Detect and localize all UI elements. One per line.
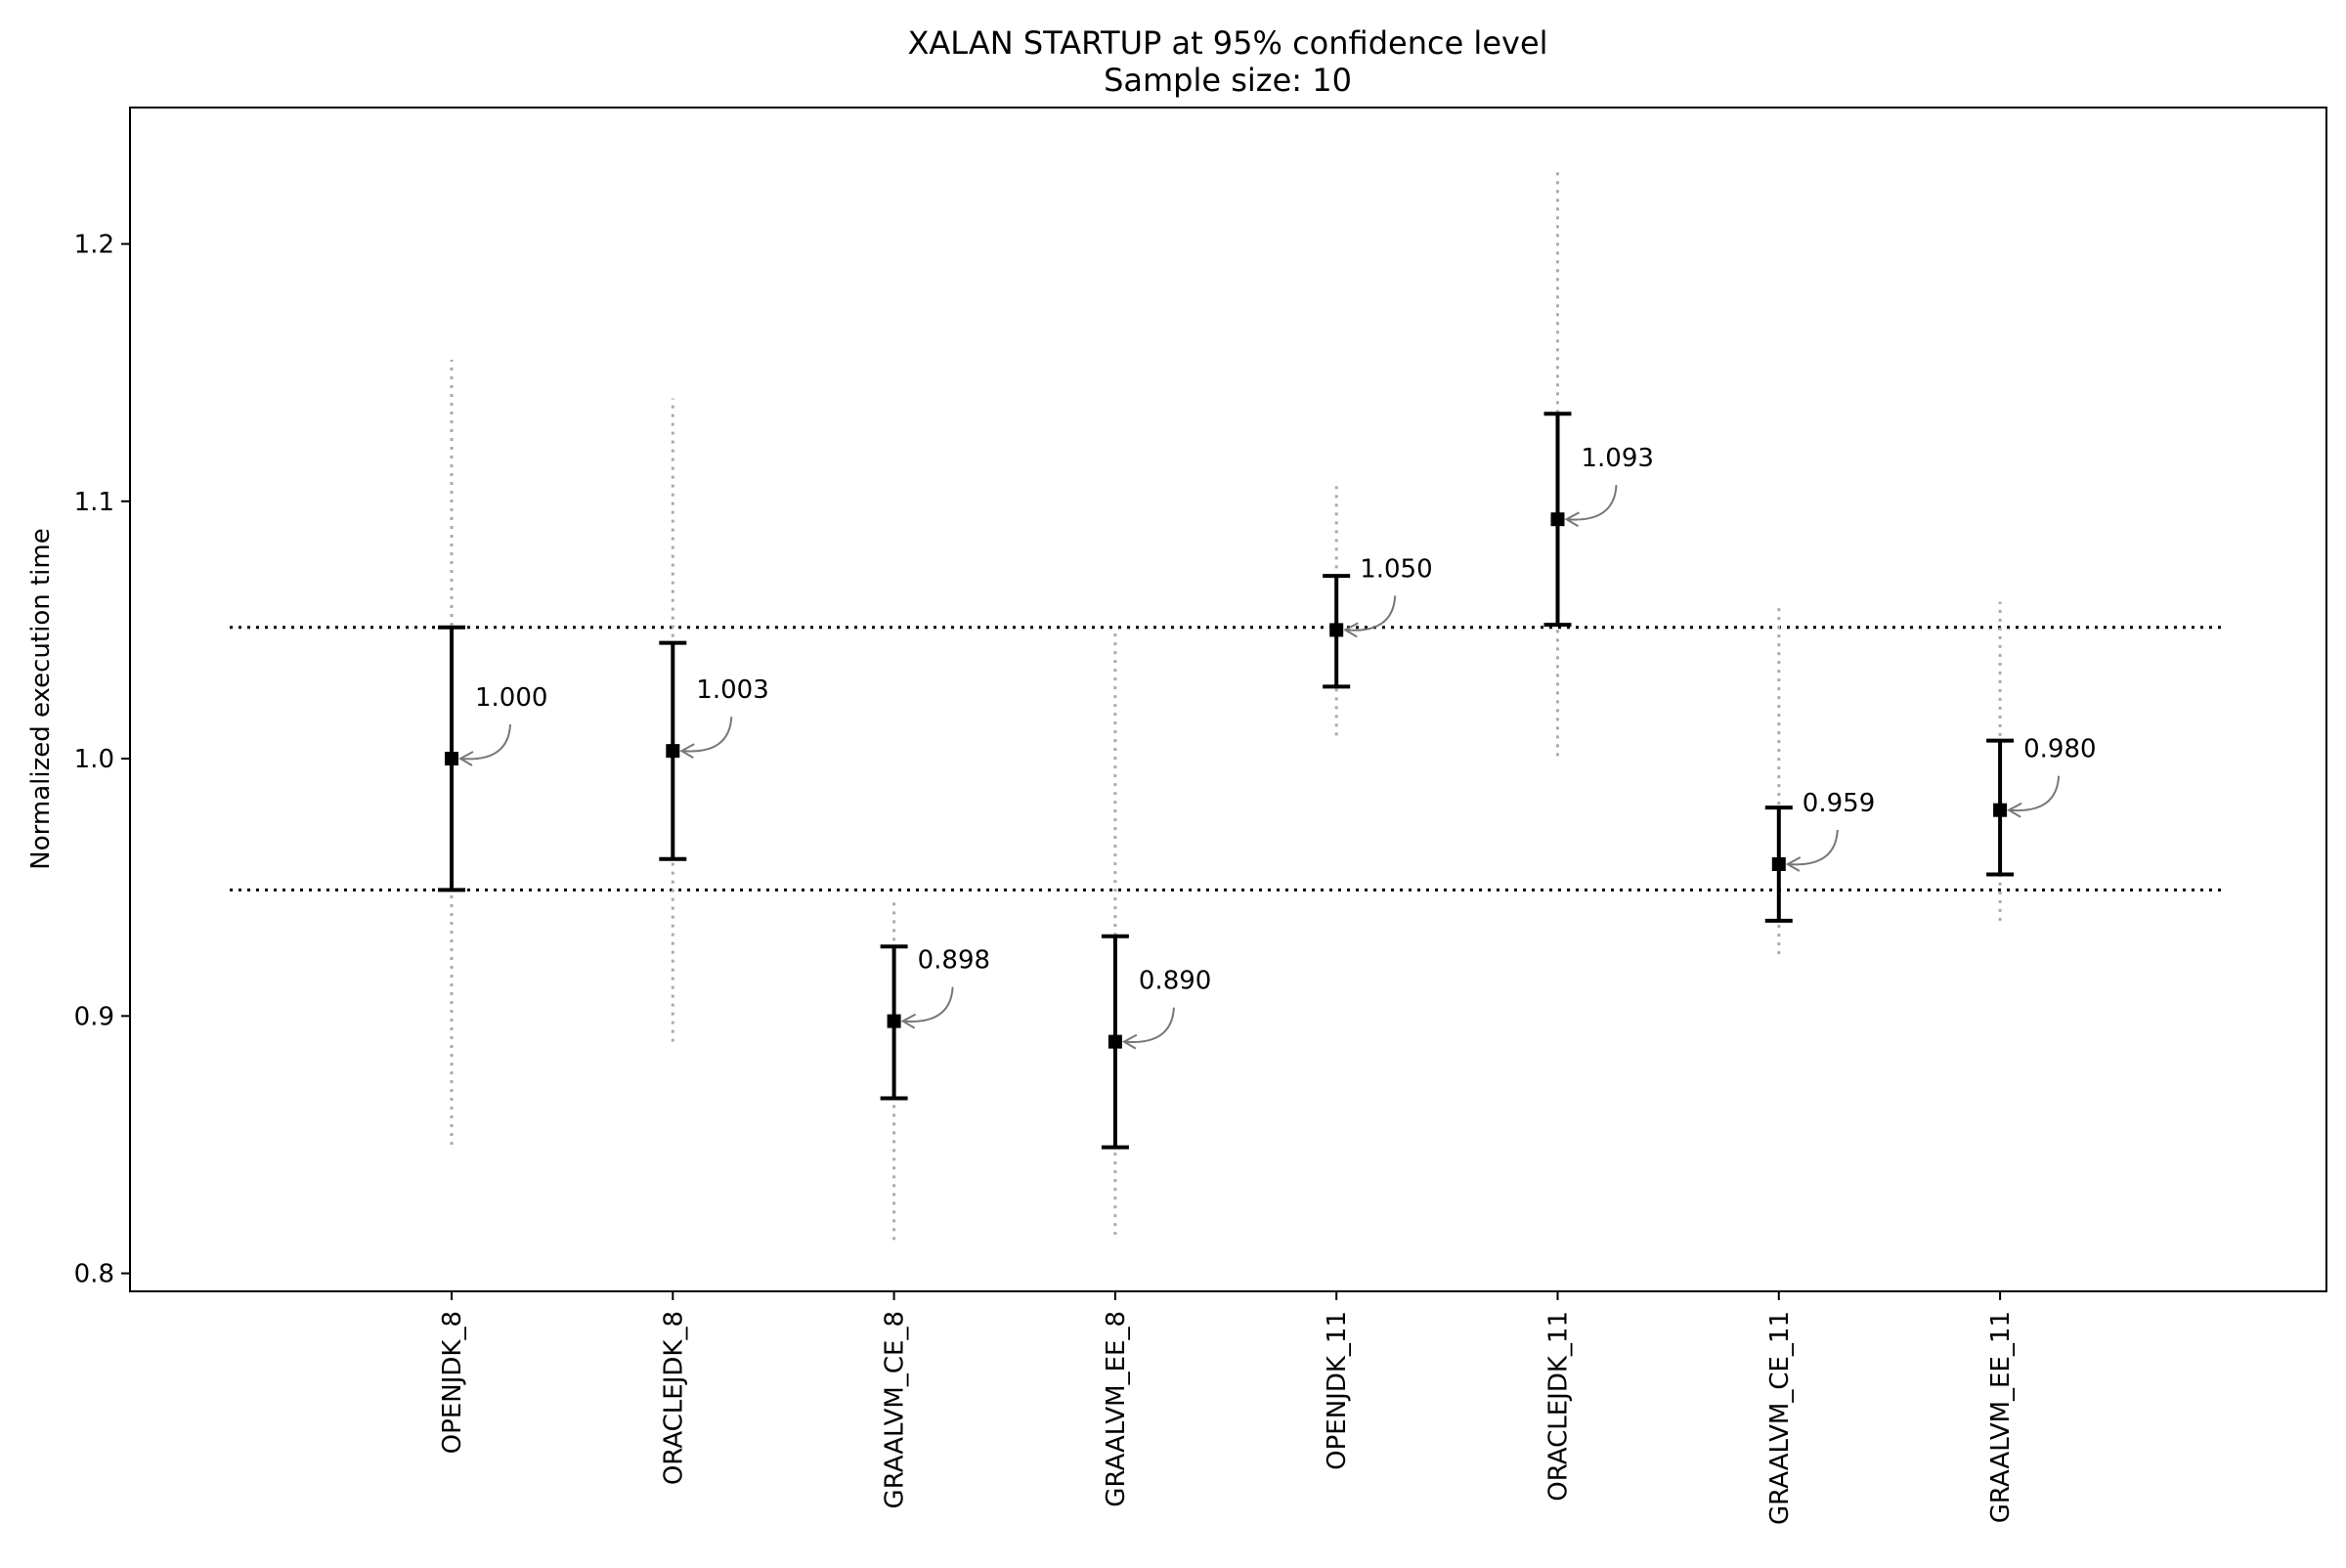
annotation-arrowhead xyxy=(1121,1033,1138,1050)
annotation-arrowhead xyxy=(457,751,474,766)
x-tick-label: GRAALVM_EE_11 xyxy=(1986,1311,2016,1523)
x-tick-label: ORACLEJDK_11 xyxy=(1544,1311,1574,1502)
y-tick-label: 0.8 xyxy=(74,1260,114,1289)
x-tick-label: OPENJDK_11 xyxy=(1323,1311,1352,1470)
chart-title: XALAN STARTUP at 95% confidence level xyxy=(907,24,1547,62)
mean-marker xyxy=(887,1014,901,1028)
mean-marker xyxy=(1771,856,1786,871)
x-tick-label: OPENJDK_8 xyxy=(438,1311,467,1454)
mean-value-label: 0.890 xyxy=(1139,967,1211,996)
mean-marker xyxy=(1108,1034,1122,1049)
mean-marker xyxy=(445,752,458,766)
mean-value-label: 1.000 xyxy=(475,683,547,713)
annotation-arrow xyxy=(681,717,733,753)
y-tick-label: 1.2 xyxy=(74,231,114,260)
annotation-arrow xyxy=(1787,829,1839,866)
mean-marker xyxy=(1550,512,1565,527)
mean-value-label: 0.980 xyxy=(2023,735,2096,764)
plot-frame xyxy=(129,107,2327,1292)
annotation-arrowhead xyxy=(1343,622,1359,638)
annotation-arrow xyxy=(1345,595,1397,632)
annotation-arrowhead xyxy=(900,1013,917,1029)
annotation-arrow xyxy=(459,723,511,761)
annotation-arrowhead xyxy=(2007,802,2022,818)
mean-value-label: 1.093 xyxy=(1582,444,1654,473)
annotation-arrow xyxy=(1123,1007,1175,1043)
chart-subtitle: Sample size: 10 xyxy=(1104,62,1352,99)
x-tick-label: ORACLEJDK_8 xyxy=(659,1311,688,1485)
annotation-arrowhead xyxy=(679,743,695,760)
y-tick-label: 1.0 xyxy=(74,745,114,774)
y-tick-label: 0.9 xyxy=(74,1002,114,1031)
annotation-arrow xyxy=(2009,775,2061,812)
mean-value-label: 1.003 xyxy=(696,675,768,705)
y-axis-label: Normalized execution time xyxy=(26,528,56,869)
mean-value-label: 0.959 xyxy=(1803,789,1875,818)
mean-marker xyxy=(666,744,680,759)
annotation-arrowhead xyxy=(1785,856,1802,872)
plot-layer: 0.8 0.9 1.0 1.1 1.2 OPENJDK_8 1.000 ORACLEJDK_8… xyxy=(74,169,2224,1525)
annotation-arrow xyxy=(902,986,954,1023)
annotation-arrow xyxy=(1566,485,1618,521)
x-tick-label: GRAALVM_CE_11 xyxy=(1765,1311,1795,1525)
mean-value-label: 0.898 xyxy=(918,946,990,976)
x-tick-label: GRAALVM_CE_8 xyxy=(881,1311,910,1508)
mean-value-label: 1.050 xyxy=(1360,554,1432,584)
mean-marker xyxy=(1329,623,1344,637)
mean-marker xyxy=(1993,803,2008,817)
annotation-arrowhead xyxy=(1564,511,1580,528)
y-tick-label: 1.1 xyxy=(74,488,114,517)
x-tick-label: GRAALVM_EE_8 xyxy=(1102,1311,1131,1507)
